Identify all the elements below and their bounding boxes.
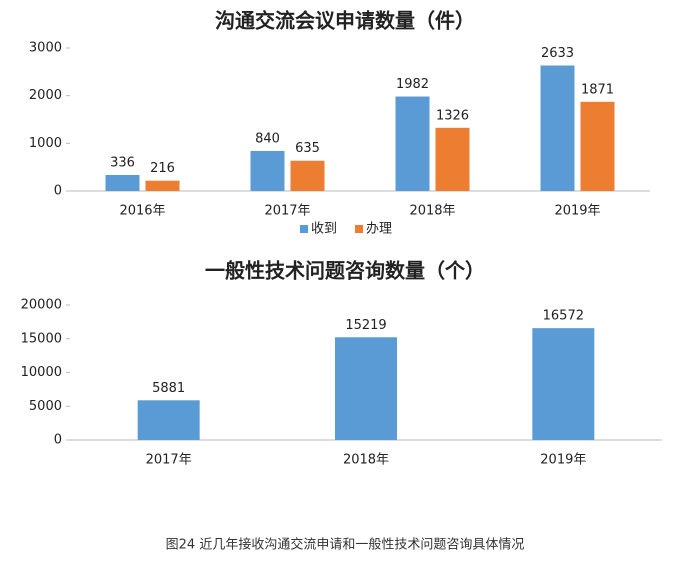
legend-swatch [355,225,363,233]
data-label: 16572 [543,309,584,324]
bar [290,160,325,191]
caption: 图24 近几年接收沟通交流申请和一般性技术问题咨询具体情况 [166,537,525,553]
y-tick-label: 20000 [21,298,62,313]
chart-title: 沟通交流会议申请数量（件） [215,9,475,33]
y-tick-label: 10000 [21,365,62,380]
x-tick-label: 2019年 [540,453,586,468]
y-tick-label: 15000 [21,331,62,346]
x-tick-label: 2018年 [343,453,389,468]
x-tick-label: 2019年 [554,204,600,219]
y-tick-label: 2000 [29,88,62,103]
legend-swatch [300,225,308,233]
data-label: 1871 [581,82,614,97]
legend-label: 收到 [311,222,337,237]
bar [137,400,200,440]
data-label: 336 [110,155,135,170]
x-tick-label: 2018年 [409,204,455,219]
y-tick-label: 3000 [29,41,62,56]
bar [145,180,180,191]
bar [335,337,397,440]
data-label: 216 [150,161,175,176]
data-label: 5881 [152,381,185,396]
y-tick-label: 1000 [29,136,62,151]
bar [580,101,615,191]
bar [435,127,470,191]
data-label: 1982 [396,77,429,92]
y-tick-label: 5000 [29,399,62,414]
bar [250,150,285,191]
y-tick-label: 0 [54,184,62,199]
data-label: 840 [255,131,280,146]
bar [532,328,595,440]
data-label: 635 [295,141,320,156]
chart-title: 一般性技术问题咨询数量（个） [205,259,485,283]
x-tick-label: 2017年 [264,204,310,219]
x-tick-label: 2017年 [146,453,192,468]
data-label: 1326 [436,108,469,123]
y-tick-label: 0 [54,433,62,448]
bar [395,96,430,191]
data-label: 15219 [345,318,386,333]
data-label: 2633 [541,46,574,61]
bar [105,174,140,191]
legend-label: 办理 [366,222,392,237]
bar [540,65,575,191]
x-tick-label: 2016年 [119,204,165,219]
